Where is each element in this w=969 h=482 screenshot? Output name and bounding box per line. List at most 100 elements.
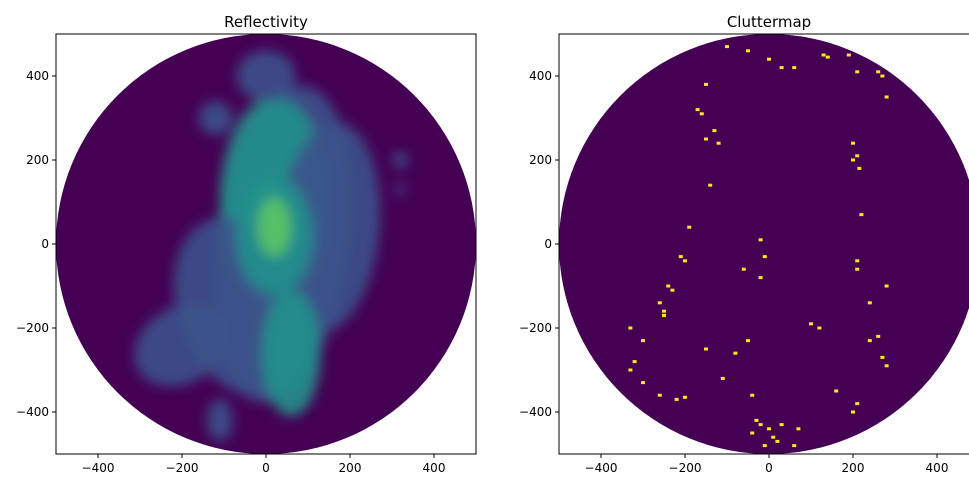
clutter-cell <box>632 360 637 364</box>
y-tick-label: 400 <box>529 69 552 83</box>
clutter-cell <box>855 154 860 158</box>
clutter-cell <box>855 259 860 263</box>
clutter-cell <box>867 339 872 343</box>
clutter-cell <box>670 288 675 292</box>
echo-region <box>134 303 230 387</box>
clutter-cell <box>628 326 633 330</box>
y-tick-label: −200 <box>519 321 552 335</box>
clutter-cell <box>821 53 826 57</box>
clutter-cell <box>851 158 855 162</box>
clutter-cell <box>762 444 767 448</box>
clutter-cell <box>641 381 645 385</box>
clutter-cell <box>683 395 687 399</box>
clutter-cell <box>859 213 864 217</box>
clutter-cell <box>708 183 713 187</box>
y-tick-label: 200 <box>529 153 552 167</box>
x-tick-label: −200 <box>166 461 199 475</box>
clutter-cell <box>758 238 763 242</box>
clutter-cell <box>678 255 683 259</box>
clutter-cell <box>704 347 708 351</box>
clutter-cell <box>851 141 855 145</box>
y-tick-label: 0 <box>41 237 49 251</box>
cluttermap-panel: Cluttermap −400 −200 0 200 400 400 200 0 −200 −40… <box>519 13 969 475</box>
clutter-cell <box>725 45 729 49</box>
x-tick-label: −400 <box>82 461 115 475</box>
clutter-cell <box>704 82 708 86</box>
echo-region <box>396 183 405 196</box>
clutter-cell <box>733 351 738 355</box>
y-tick-label: 400 <box>26 69 49 83</box>
echo-region <box>277 122 381 332</box>
clutter-cell <box>855 402 860 406</box>
radar-disk <box>559 34 969 454</box>
clutter-cell <box>775 439 780 443</box>
clutter-cell <box>657 301 662 305</box>
clutter-cell <box>712 129 717 133</box>
clutter-cell <box>857 166 862 170</box>
clutter-cell <box>662 309 666 313</box>
clutter-cell <box>657 393 662 397</box>
clutter-cell <box>880 74 885 78</box>
clutter-cell <box>880 355 885 359</box>
clutter-cell <box>767 57 771 61</box>
clutter-cell <box>695 108 700 112</box>
clutter-cell <box>754 418 759 422</box>
clutter-cell <box>855 267 860 271</box>
clutter-cell <box>704 137 708 141</box>
chart-title-cluttermap: Cluttermap <box>727 13 811 31</box>
clutter-cell <box>762 255 767 259</box>
echo-region <box>257 197 292 257</box>
clutter-cell <box>876 334 881 338</box>
echo-region <box>198 101 233 135</box>
clutter-cell <box>683 259 687 263</box>
x-tick-label: 400 <box>423 461 446 475</box>
clutter-cell <box>720 376 725 380</box>
clutter-cell <box>817 326 822 330</box>
clutter-cell <box>809 322 813 326</box>
clutter-cell <box>884 364 889 368</box>
clutter-cell <box>699 112 704 116</box>
clutter-cell <box>792 66 797 70</box>
clutter-cell <box>792 444 797 448</box>
clutter-cell <box>779 423 784 427</box>
y-tick-label: −200 <box>16 321 49 335</box>
echo-region <box>236 50 296 102</box>
clutter-cell <box>662 313 666 317</box>
clutter-cell <box>884 95 889 99</box>
clutter-cell <box>796 427 801 431</box>
clutter-cell <box>758 276 763 280</box>
clutter-cell <box>771 435 776 439</box>
reflectivity-panel: Reflectivity −400 −200 0 200 400 400 200 0 −200 −… <box>16 13 477 475</box>
clutter-cell <box>628 368 633 372</box>
clutter-cell <box>851 410 855 414</box>
x-tick-label: 0 <box>765 461 773 475</box>
clutter-cell <box>834 389 839 393</box>
clutter-cell <box>687 225 692 229</box>
echo-region <box>392 151 408 169</box>
x-tick-label: −400 <box>585 461 618 475</box>
echo-region <box>261 290 321 417</box>
clutter-cell <box>779 66 784 70</box>
clutter-cell <box>750 393 755 397</box>
clutter-cell <box>825 55 830 59</box>
clutter-cell <box>867 301 872 305</box>
y-tick-label: −400 <box>16 405 49 419</box>
clutter-cell <box>855 70 860 74</box>
clutter-cell <box>674 397 679 401</box>
clutter-cell <box>666 284 671 288</box>
clutter-cell <box>758 423 763 427</box>
clutter-cell <box>716 141 721 145</box>
x-tick-label: −200 <box>669 461 702 475</box>
x-tick-label: 400 <box>926 461 949 475</box>
clutter-cell <box>641 339 645 343</box>
chart-title-reflectivity: Reflectivity <box>224 13 308 31</box>
y-tick-label: −400 <box>519 405 552 419</box>
clutter-cell <box>750 431 755 435</box>
clutter-cell <box>746 49 750 53</box>
clutter-cell <box>746 339 750 343</box>
y-tick-label: 200 <box>26 153 49 167</box>
clutter-cell <box>876 70 881 74</box>
clutter-cell <box>846 53 851 57</box>
y-tick-label: 0 <box>544 237 552 251</box>
